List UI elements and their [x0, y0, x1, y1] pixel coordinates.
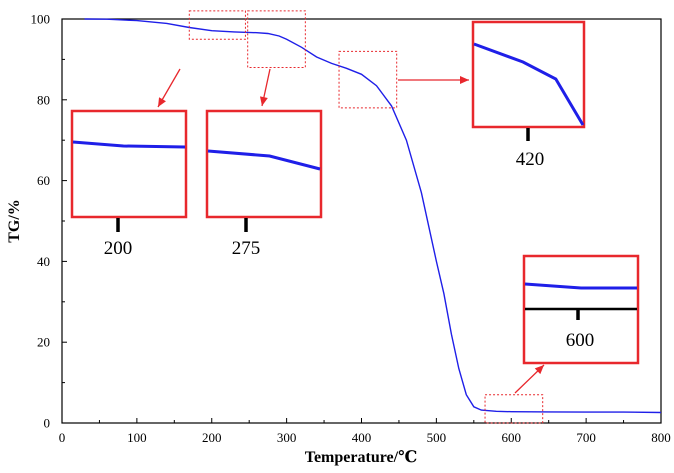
inset-curve-200	[72, 140, 186, 149]
zoom-callouts: 200 275 420 600	[70, 10, 640, 424]
y-axis-label: TG/%	[6, 199, 23, 243]
y-tick-label: 60	[37, 173, 50, 188]
x-axis-label: Temperature/℃	[305, 449, 418, 466]
inset-curve-600	[524, 282, 637, 290]
y-tick-label: 0	[44, 416, 51, 431]
zoom-region-200	[188, 10, 246, 40]
x-tick-label: 600	[502, 430, 522, 445]
inset-label-275: 275	[232, 238, 261, 259]
inset-curve-420	[473, 42, 585, 126]
x-tick-label: 800	[651, 430, 671, 445]
inset-label-200: 200	[104, 238, 133, 259]
x-tick-label: 0	[59, 430, 66, 445]
callout-arrowhead-600	[534, 365, 544, 375]
x-tick-label: 500	[427, 430, 447, 445]
x-tick-label: 200	[202, 430, 222, 445]
inset-box-420	[471, 20, 586, 129]
zoom-region-420	[338, 50, 398, 109]
y-tick-label: 20	[37, 335, 50, 350]
inset-label-420: 420	[516, 149, 545, 170]
callout-arrowhead-275	[259, 96, 268, 106]
x-axis-ticks: 0 100 200 300 400 500 600 700 800	[59, 418, 671, 445]
inset-box-200	[70, 109, 188, 219]
zoom-region-275	[247, 10, 306, 68]
x-tick-label: 700	[576, 430, 596, 445]
inset-label-600: 600	[566, 330, 595, 351]
x-tick-label: 300	[277, 430, 297, 445]
zoom-region-600	[484, 394, 544, 424]
y-tick-label: 40	[37, 254, 50, 269]
y-tick-label: 100	[31, 12, 51, 27]
inset-curve-275	[207, 149, 321, 171]
y-axis-ticks: 0 20 40 60 80 100	[31, 12, 67, 431]
x-tick-label: 100	[127, 430, 147, 445]
x-tick-label: 400	[352, 430, 372, 445]
series-line-tg	[84, 18, 662, 414]
callout-arrowhead-200	[158, 97, 166, 107]
callout-arrowhead-420	[460, 76, 469, 84]
y-tick-label: 80	[37, 92, 50, 107]
